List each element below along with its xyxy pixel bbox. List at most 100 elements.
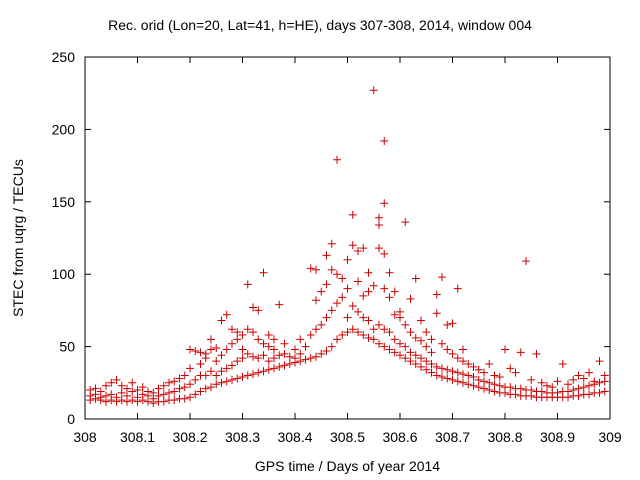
data-point xyxy=(569,386,578,395)
data-point xyxy=(165,388,173,397)
data-point xyxy=(422,357,431,366)
data-point xyxy=(123,391,131,400)
data-point xyxy=(254,335,263,344)
data-point xyxy=(343,313,352,322)
data-point xyxy=(385,328,394,337)
data-point xyxy=(359,313,368,322)
data-point xyxy=(464,371,473,380)
x-tick-label: 308 xyxy=(73,429,97,445)
data-point xyxy=(154,384,163,393)
data-point xyxy=(301,355,310,364)
data-point xyxy=(448,367,457,376)
data-point xyxy=(390,335,399,344)
data-point xyxy=(422,328,431,337)
data-point xyxy=(133,393,142,402)
data-point xyxy=(459,370,467,379)
data-point xyxy=(438,364,446,373)
data-point xyxy=(102,381,110,390)
data-point xyxy=(527,386,536,395)
data-point xyxy=(359,331,368,340)
data-point xyxy=(186,393,194,402)
data-point xyxy=(201,384,210,393)
data-point xyxy=(117,381,126,390)
data-point xyxy=(438,273,446,282)
data-point xyxy=(322,313,331,322)
data-point xyxy=(207,335,215,344)
data-point xyxy=(222,377,231,386)
data-point xyxy=(285,359,294,368)
data-point xyxy=(180,371,189,380)
data-point xyxy=(291,354,299,363)
data-point xyxy=(249,352,257,361)
data-point xyxy=(401,320,410,329)
data-point xyxy=(417,336,425,345)
data-point xyxy=(228,361,236,370)
data-point xyxy=(217,316,226,325)
data-point xyxy=(222,345,231,354)
data-point xyxy=(306,331,315,340)
data-point xyxy=(275,362,284,371)
data-point xyxy=(453,284,462,293)
chart-title: Rec. orid (Lon=20, Lat=41, h=HE), days 3… xyxy=(108,17,532,33)
data-point xyxy=(207,383,215,392)
data-point xyxy=(338,331,347,340)
data-point xyxy=(411,359,420,368)
data-point xyxy=(516,384,525,393)
data-point xyxy=(196,387,205,396)
data-point xyxy=(86,386,95,395)
data-point xyxy=(390,310,399,319)
data-point xyxy=(474,365,483,374)
data-point xyxy=(254,354,263,363)
data-point xyxy=(175,384,184,393)
data-point xyxy=(180,394,189,403)
data-point xyxy=(159,397,168,406)
data-point xyxy=(348,325,357,334)
x-tick-label: 308.4 xyxy=(277,429,312,445)
data-point xyxy=(406,357,415,366)
data-point xyxy=(417,316,425,325)
data-point xyxy=(480,384,488,393)
data-point xyxy=(243,325,252,334)
data-point xyxy=(590,377,599,386)
data-point xyxy=(385,293,394,302)
data-point xyxy=(159,381,168,390)
data-point xyxy=(191,390,200,399)
data-point xyxy=(558,359,567,368)
data-point xyxy=(453,354,462,363)
data-point xyxy=(411,351,420,360)
data-point xyxy=(212,344,221,353)
data-point xyxy=(354,328,362,337)
data-point xyxy=(243,280,252,289)
data-point xyxy=(480,377,488,386)
data-point xyxy=(301,342,310,351)
data-point xyxy=(390,348,399,357)
data-point xyxy=(506,364,515,373)
data-point xyxy=(396,351,404,360)
data-point xyxy=(228,339,236,348)
data-point xyxy=(312,325,320,334)
data-point xyxy=(380,199,389,208)
data-point xyxy=(380,249,389,258)
data-point xyxy=(600,387,609,396)
data-point xyxy=(548,383,557,392)
data-point xyxy=(516,348,525,357)
data-point xyxy=(396,339,404,348)
data-point xyxy=(112,393,121,402)
data-point xyxy=(149,388,158,397)
data-point xyxy=(112,375,121,384)
data-point xyxy=(359,291,368,300)
data-point xyxy=(264,365,273,374)
data-point xyxy=(107,378,116,387)
data-point xyxy=(406,348,415,357)
data-point xyxy=(401,218,410,227)
data-point xyxy=(427,348,436,357)
data-point xyxy=(128,378,137,387)
data-point xyxy=(406,294,415,303)
data-point xyxy=(574,371,583,380)
data-point xyxy=(537,378,546,387)
y-tick-label: 200 xyxy=(52,121,76,137)
data-point xyxy=(138,390,147,399)
data-point xyxy=(317,320,326,329)
data-point xyxy=(296,349,305,358)
data-point xyxy=(348,241,357,250)
